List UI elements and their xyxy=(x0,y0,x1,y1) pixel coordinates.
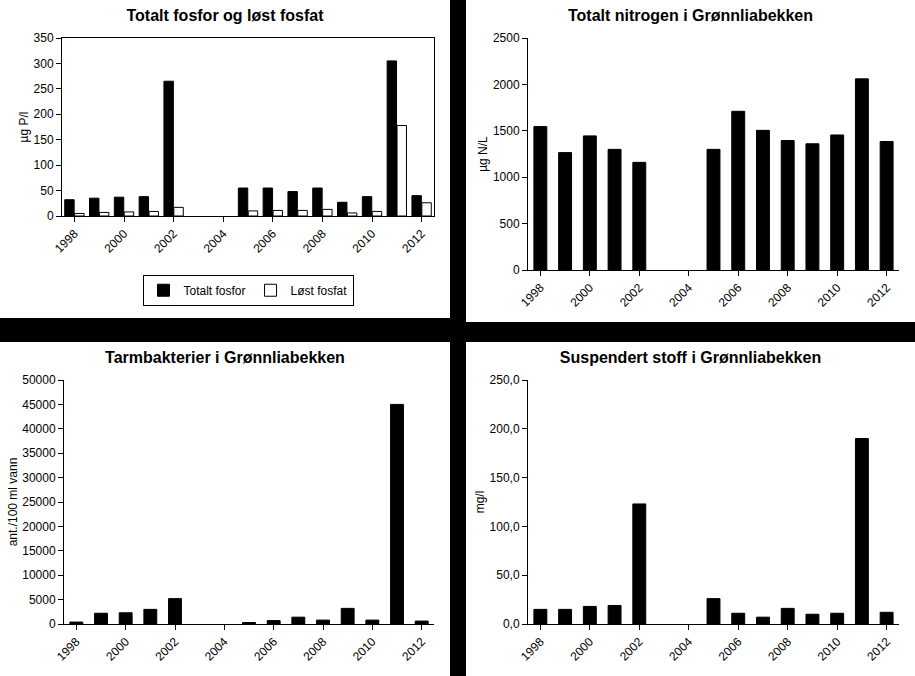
svg-text:45000: 45000 xyxy=(22,398,56,412)
svg-text:5000: 5000 xyxy=(29,593,56,607)
svg-text:1998: 1998 xyxy=(518,635,547,664)
svg-text:2008: 2008 xyxy=(301,635,330,664)
svg-text:2010: 2010 xyxy=(815,635,844,664)
svg-text:2004: 2004 xyxy=(666,635,695,664)
svg-text:100: 100 xyxy=(34,158,54,172)
svg-text:2012: 2012 xyxy=(399,227,428,256)
svg-text:2004: 2004 xyxy=(202,635,231,664)
svg-text:Løst fosfat: Løst fosfat xyxy=(291,284,348,298)
svg-text:50: 50 xyxy=(40,184,54,198)
svg-text:15000: 15000 xyxy=(22,544,56,558)
svg-text:40000: 40000 xyxy=(22,422,56,436)
svg-text:200,0: 200,0 xyxy=(490,422,520,436)
svg-text:2002: 2002 xyxy=(617,281,646,310)
svg-text:1998: 1998 xyxy=(54,635,83,664)
svg-text:2006: 2006 xyxy=(251,635,280,664)
svg-text:2000: 2000 xyxy=(102,227,131,256)
svg-text:0,0: 0,0 xyxy=(503,617,520,631)
svg-text:10000: 10000 xyxy=(22,568,56,582)
svg-text:200: 200 xyxy=(34,107,54,121)
svg-text:2008: 2008 xyxy=(765,635,794,664)
svg-text:0: 0 xyxy=(49,617,56,631)
svg-text:µg P/l: µg P/l xyxy=(17,112,31,143)
svg-text:2010: 2010 xyxy=(350,635,379,664)
svg-text:1998: 1998 xyxy=(518,281,547,310)
svg-text:2010: 2010 xyxy=(815,281,844,310)
svg-text:35000: 35000 xyxy=(22,446,56,460)
svg-text:2000: 2000 xyxy=(493,78,520,92)
svg-text:Tarmbakterier i Grønnliabekken: Tarmbakterier i Grønnliabekken xyxy=(105,349,345,366)
svg-text:2012: 2012 xyxy=(864,635,893,664)
svg-text:Totalt fosfor og løst fosfat: Totalt fosfor og løst fosfat xyxy=(126,7,324,24)
svg-text:250: 250 xyxy=(34,82,54,96)
svg-text:Totalt fosfor: Totalt fosfor xyxy=(184,284,246,298)
svg-text:2010: 2010 xyxy=(350,227,379,256)
svg-text:2000: 2000 xyxy=(103,635,132,664)
svg-text:2500: 2500 xyxy=(493,31,520,45)
svg-text:2006: 2006 xyxy=(716,635,745,664)
svg-text:Totalt nitrogen i Grønnliabekk: Totalt nitrogen i Grønnliabekken xyxy=(568,7,813,24)
svg-text:100,0: 100,0 xyxy=(490,520,520,534)
svg-text:0: 0 xyxy=(47,209,54,223)
svg-text:2002: 2002 xyxy=(153,635,182,664)
svg-text:2012: 2012 xyxy=(864,281,893,310)
svg-text:50000: 50000 xyxy=(22,373,56,387)
svg-text:300: 300 xyxy=(34,57,54,71)
svg-text:2002: 2002 xyxy=(617,635,646,664)
svg-text:ant./100 ml vann: ant./100 ml vann xyxy=(6,458,20,547)
svg-text:150,0: 150,0 xyxy=(490,471,520,485)
svg-text:500: 500 xyxy=(500,217,520,231)
svg-text:2004: 2004 xyxy=(666,281,695,310)
svg-text:2006: 2006 xyxy=(250,227,279,256)
svg-text:2002: 2002 xyxy=(151,227,180,256)
svg-text:50,0: 50,0 xyxy=(496,568,520,582)
svg-text:µg N/L: µg N/L xyxy=(476,136,490,172)
svg-text:25000: 25000 xyxy=(22,495,56,509)
svg-text:2008: 2008 xyxy=(300,227,329,256)
svg-text:1000: 1000 xyxy=(493,170,520,184)
svg-text:150: 150 xyxy=(34,133,54,147)
svg-text:2012: 2012 xyxy=(399,635,428,664)
svg-text:1998: 1998 xyxy=(52,227,81,256)
svg-text:mg/l: mg/l xyxy=(473,491,487,514)
svg-text:1500: 1500 xyxy=(493,124,520,138)
svg-text:0: 0 xyxy=(513,263,520,277)
svg-text:2008: 2008 xyxy=(765,281,794,310)
svg-text:30000: 30000 xyxy=(22,471,56,485)
svg-text:Suspendert stoff i Grønnliabek: Suspendert stoff i Grønnliabekken xyxy=(560,349,821,366)
svg-text:20000: 20000 xyxy=(22,520,56,534)
svg-text:2004: 2004 xyxy=(201,227,230,256)
svg-text:2006: 2006 xyxy=(716,281,745,310)
svg-text:350: 350 xyxy=(34,31,54,45)
svg-text:2000: 2000 xyxy=(567,635,596,664)
svg-text:250,0: 250,0 xyxy=(490,373,520,387)
svg-text:2000: 2000 xyxy=(567,281,596,310)
